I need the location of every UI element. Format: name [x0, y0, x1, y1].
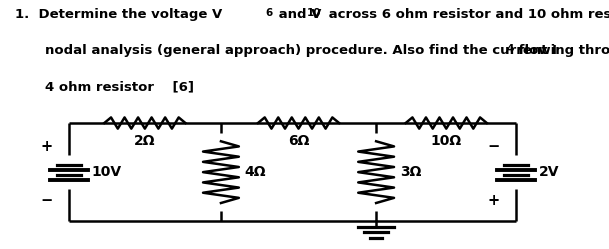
- Text: 4Ω: 4Ω: [245, 165, 266, 179]
- Text: 4: 4: [506, 44, 513, 54]
- Text: flowing through: flowing through: [514, 44, 609, 57]
- Text: +: +: [488, 193, 500, 208]
- Text: 10Ω: 10Ω: [431, 134, 462, 148]
- Text: 2V: 2V: [539, 165, 560, 179]
- Text: 10V: 10V: [91, 165, 122, 179]
- Text: 3Ω: 3Ω: [400, 165, 421, 179]
- Text: +: +: [40, 139, 52, 154]
- Text: 10: 10: [307, 8, 322, 18]
- Text: nodal analysis (general approach) procedure. Also find the current I: nodal analysis (general approach) proced…: [45, 44, 557, 57]
- Text: across 6 ohm resistor and 10 ohm resistor by using: across 6 ohm resistor and 10 ohm resisto…: [324, 8, 609, 21]
- Text: −: −: [488, 139, 500, 154]
- Text: 2Ω: 2Ω: [134, 134, 156, 148]
- Text: 6Ω: 6Ω: [288, 134, 309, 148]
- Text: 4 ohm resistor    [6]: 4 ohm resistor [6]: [45, 80, 194, 93]
- Text: −: −: [40, 193, 52, 208]
- Text: and V: and V: [274, 8, 322, 21]
- Text: 1.  Determine the voltage V: 1. Determine the voltage V: [15, 8, 222, 21]
- Text: 6: 6: [266, 8, 273, 18]
